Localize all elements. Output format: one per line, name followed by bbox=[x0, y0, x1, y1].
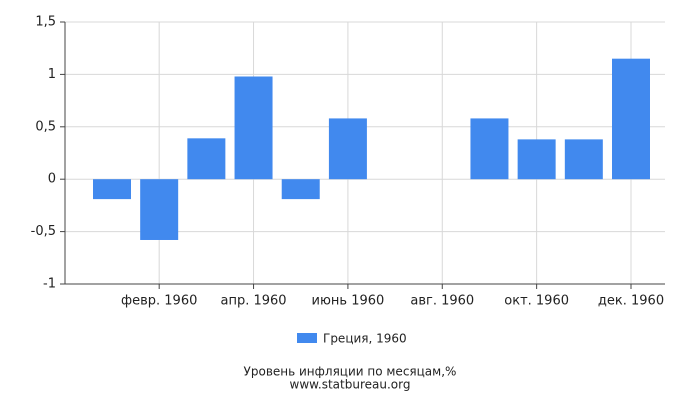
bar bbox=[187, 138, 226, 180]
legend-swatch bbox=[297, 333, 317, 343]
bar bbox=[140, 179, 179, 240]
bar bbox=[564, 139, 603, 180]
y-tick-label: 0 bbox=[48, 172, 56, 187]
bar bbox=[517, 139, 556, 180]
x-tick-label: окт. 1960 bbox=[504, 294, 569, 309]
x-tick-label: июнь 1960 bbox=[312, 294, 385, 309]
bar bbox=[93, 179, 131, 200]
y-tick-label: 0,5 bbox=[35, 119, 56, 134]
bar bbox=[328, 118, 367, 180]
y-tick-label: -1 bbox=[43, 277, 56, 292]
y-tick-label: 1 bbox=[48, 67, 56, 82]
bar bbox=[470, 118, 509, 180]
x-tick-label: апр. 1960 bbox=[221, 294, 287, 309]
x-axis-title: Уровень инфляции по месяцам,% bbox=[244, 365, 457, 379]
legend-label: Греция, 1960 bbox=[323, 332, 407, 346]
y-tick-label: 1,5 bbox=[35, 15, 56, 30]
bar bbox=[281, 179, 320, 200]
x-tick-label: февр. 1960 bbox=[121, 294, 197, 309]
bar bbox=[612, 58, 650, 180]
y-tick-label: -0,5 bbox=[31, 224, 56, 239]
bar bbox=[234, 76, 273, 180]
x-tick-label: дек. 1960 bbox=[598, 294, 664, 309]
x-tick-label: авг. 1960 bbox=[410, 294, 474, 309]
source: www.statbureau.org bbox=[290, 378, 411, 392]
